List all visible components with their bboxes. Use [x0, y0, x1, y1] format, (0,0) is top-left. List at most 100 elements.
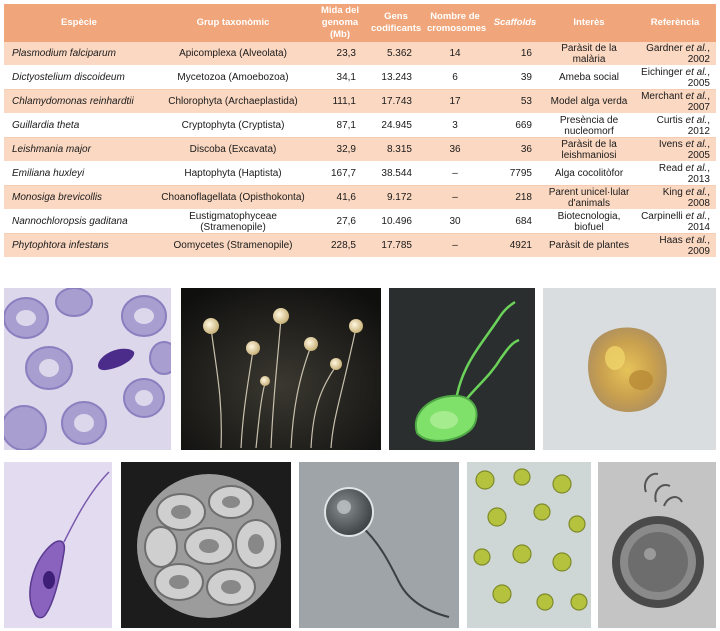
- group-cell: Haptophyta (Haptista): [154, 161, 312, 186]
- plasmodium-blood-smear-image: [4, 288, 171, 450]
- reference-etal: et al.: [682, 66, 708, 78]
- reference-cell: Gardner et al., 2002: [634, 42, 716, 66]
- interest-cell: Paràsit de la malària: [544, 42, 634, 66]
- nannochloropsis-cells-image: [467, 462, 591, 628]
- header-gens: Gens codificants: [368, 4, 424, 42]
- chromosomes-cell: 6: [424, 65, 486, 90]
- reference-year: , 2007: [687, 90, 710, 113]
- table-row: Chlamydomonas reinhardtii Chlorophyta (Ar…: [4, 89, 716, 114]
- phytophthora-oospore-image: [598, 462, 716, 628]
- header-especie: Espècie: [4, 4, 154, 42]
- table-header-row: Espècie Grup taxonòmic Mida del genoma (M…: [4, 4, 716, 42]
- scaffolds-cell: 16: [486, 42, 544, 66]
- reference-year: , 2008: [687, 186, 710, 209]
- coding-genes-cell: 10.496: [368, 209, 424, 234]
- coding-genes-cell: 5.362: [368, 42, 424, 66]
- interest-cell: Paràsit de la leishmaniosi: [544, 137, 634, 162]
- group-cell: Discoba (Excavata): [154, 137, 312, 162]
- chromosomes-cell: –: [424, 233, 486, 258]
- interest-cell: Model alga verda: [544, 89, 634, 114]
- chromosomes-cell: 30: [424, 209, 486, 234]
- genome-table-container: Espècie Grup taxonòmic Mida del genoma (M…: [4, 4, 716, 258]
- reference-etal: et al.: [682, 114, 708, 126]
- group-cell: Eustigmatophyceae (Stramenopile): [154, 209, 312, 234]
- table-row: Nannochloropsis gaditana Eustigmatophycea…: [4, 209, 716, 234]
- genome-size-cell: 32,9: [312, 137, 368, 162]
- dictyostelium-fruiting-bodies-image: [181, 288, 381, 450]
- reference-cell: Curtis et al., 2012: [634, 113, 716, 138]
- reference-etal: et al.: [682, 162, 708, 174]
- reference-year: , 2014: [687, 210, 710, 233]
- genome-size-cell: 41,6: [312, 185, 368, 210]
- reference-author: Carpinelli: [641, 210, 683, 222]
- species-cell: Guillardia theta: [4, 113, 154, 138]
- reference-etal: et al.: [682, 90, 708, 102]
- coding-genes-cell: 24.945: [368, 113, 424, 138]
- header-mida-line1: Mida del: [320, 5, 359, 16]
- header-crom-line1: Nombre de: [430, 11, 480, 22]
- scaffolds-cell: 36: [486, 137, 544, 162]
- header-scaffolds: Scaffolds: [486, 4, 544, 42]
- group-cell: Choanoflagellata (Opisthokonta): [154, 185, 312, 210]
- chromosomes-cell: –: [424, 185, 486, 210]
- reference-author: Eichinger: [641, 66, 683, 78]
- reference-author: Haas: [659, 234, 683, 246]
- species-cell: Chlamydomonas reinhardtii: [4, 89, 154, 114]
- group-cell: Mycetozoa (Amoebozoa): [154, 65, 312, 90]
- interest-cell: Alga cocolitòfor: [544, 161, 634, 186]
- reference-year: , 2012: [687, 114, 710, 137]
- leishmania-promastigote-image: [4, 462, 112, 628]
- genome-size-cell: 23,3: [312, 42, 368, 66]
- genome-table: Espècie Grup taxonòmic Mida del genoma (M…: [4, 4, 716, 258]
- interest-cell: Parent unicel·lular d'animals: [544, 185, 634, 210]
- reference-cell: Ivens et al., 2005: [634, 137, 716, 162]
- header-referencia: Referència: [634, 4, 716, 42]
- reference-year: , 2002: [687, 42, 710, 65]
- species-cell: Plasmodium falciparum: [4, 42, 154, 66]
- reference-year: , 2005: [687, 66, 710, 89]
- scaffolds-cell: 39: [486, 65, 544, 90]
- scaffolds-cell: 4921: [486, 233, 544, 258]
- reference-etal: et al.: [682, 138, 708, 150]
- coding-genes-cell: 13.243: [368, 65, 424, 90]
- header-grup: Grup taxonòmic: [154, 4, 312, 42]
- species-cell: Leishmania major: [4, 137, 154, 162]
- reference-cell: Merchant et al., 2007: [634, 89, 716, 114]
- header-gens-line2: codificants: [371, 23, 422, 34]
- scaffolds-cell: 684: [486, 209, 544, 234]
- header-mida-line2: genoma (Mb): [321, 17, 359, 40]
- monosiga-cell-image: [299, 462, 459, 628]
- reference-author: Ivens: [658, 138, 683, 150]
- genome-size-cell: 167,7: [312, 161, 368, 186]
- genome-size-cell: 87,1: [312, 113, 368, 138]
- reference-etal: et al.: [682, 234, 708, 246]
- header-interes: Interès: [544, 4, 634, 42]
- coding-genes-cell: 17.785: [368, 233, 424, 258]
- table-row: Dictyostelium discoideum Mycetozoa (Amoeb…: [4, 65, 716, 90]
- reference-author: Merchant: [641, 90, 683, 102]
- interest-cell: Presència de nucleomorf: [544, 113, 634, 138]
- scaffolds-cell: 669: [486, 113, 544, 138]
- reference-author: Read: [658, 162, 683, 174]
- interest-cell: Paràsit de plantes: [544, 233, 634, 258]
- chromosomes-cell: –: [424, 161, 486, 186]
- group-cell: Chlorophyta (Archaeplastida): [154, 89, 312, 114]
- coding-genes-cell: 8.315: [368, 137, 424, 162]
- interest-cell: Ameba social: [544, 65, 634, 90]
- species-cell: Emiliana huxleyi: [4, 161, 154, 186]
- reference-cell: King et al., 2008: [634, 185, 716, 210]
- genome-size-cell: 27,6: [312, 209, 368, 234]
- header-crom-line2: cromosomes: [427, 23, 487, 34]
- reference-cell: Haas et al., 2009: [634, 233, 716, 258]
- reference-year: , 2009: [687, 234, 710, 257]
- micrograph-gallery: [0, 282, 720, 631]
- scaffolds-cell: 7795: [486, 161, 544, 186]
- species-cell: Dictyostelium discoideum: [4, 65, 154, 90]
- interest-cell: Biotecnologia, biofuel: [544, 209, 634, 234]
- reference-etal: et al.: [682, 210, 708, 222]
- table-row: Phytophtora infestans Oomycetes (Strameno…: [4, 233, 716, 258]
- reference-year: , 2005: [687, 138, 710, 161]
- coding-genes-cell: 38.544: [368, 161, 424, 186]
- chromosomes-cell: 14: [424, 42, 486, 66]
- genome-size-cell: 111,1: [312, 89, 368, 114]
